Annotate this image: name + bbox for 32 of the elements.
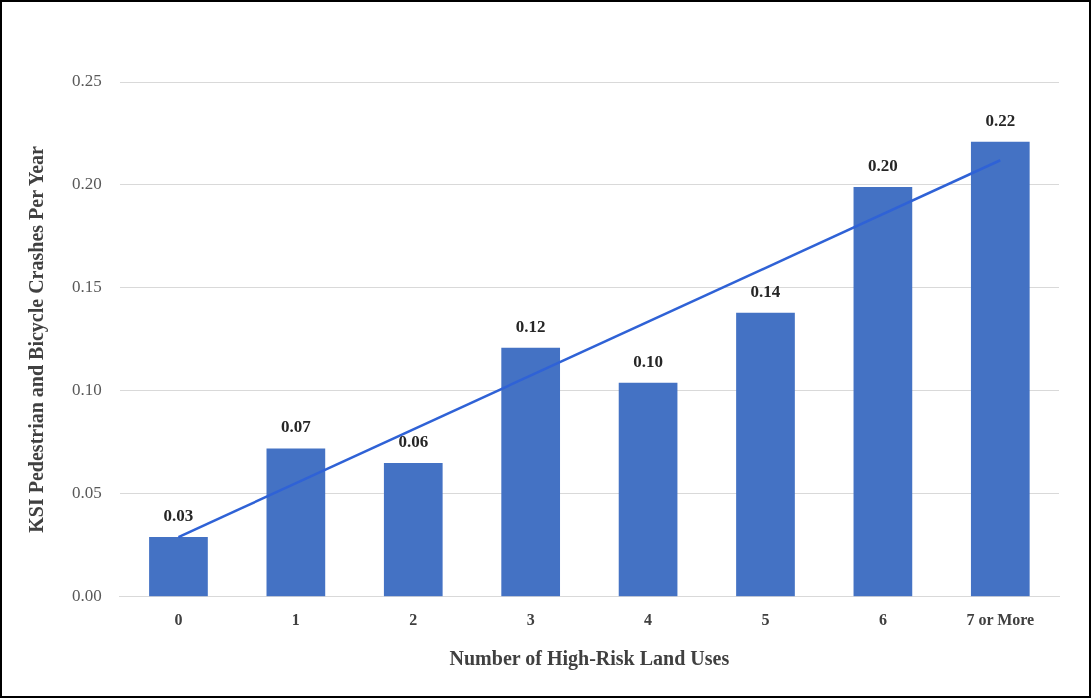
- data-label: 0.14: [750, 281, 781, 301]
- y-tick-label: 0.20: [72, 174, 102, 194]
- data-label: 0.22: [985, 110, 1016, 130]
- y-tick-label: 0.25: [72, 71, 102, 91]
- y-tick-label: 0.05: [72, 483, 102, 503]
- x-tick-label: 0: [174, 610, 183, 628]
- data-label: 0.20: [868, 155, 898, 175]
- x-tick-label: 4: [644, 610, 653, 628]
- bar: [853, 187, 913, 597]
- bar: [618, 382, 678, 597]
- bar: [383, 462, 443, 597]
- y-tick-label: 0.10: [72, 380, 102, 400]
- x-tick-label: 2: [409, 610, 418, 628]
- bar: [149, 537, 208, 597]
- bar: [736, 312, 795, 597]
- bar: [266, 448, 326, 597]
- data-label: 0.06: [398, 431, 429, 451]
- y-tick-label: 0.15: [72, 277, 102, 297]
- data-label: 0.03: [163, 505, 194, 525]
- x-tick-label: 5: [761, 610, 770, 628]
- x-tick-label: 6: [878, 610, 887, 628]
- y-tick-label: 0.00: [72, 586, 102, 606]
- data-label: 0.07: [280, 417, 312, 437]
- x-tick-label: 1: [291, 610, 300, 628]
- bar: [970, 141, 1030, 597]
- x-tick-label: 3: [526, 610, 535, 628]
- data-label: 0.12: [515, 316, 546, 336]
- x-axis-title: Number of High-Risk Land Uses: [449, 647, 730, 671]
- data-label: 0.10: [633, 351, 663, 371]
- x-tick-label: 7 or More: [966, 610, 1035, 628]
- y-axis-title: KSI Pedestrian and Bicycle Crashes Per Year: [25, 145, 49, 533]
- bar: [501, 347, 561, 597]
